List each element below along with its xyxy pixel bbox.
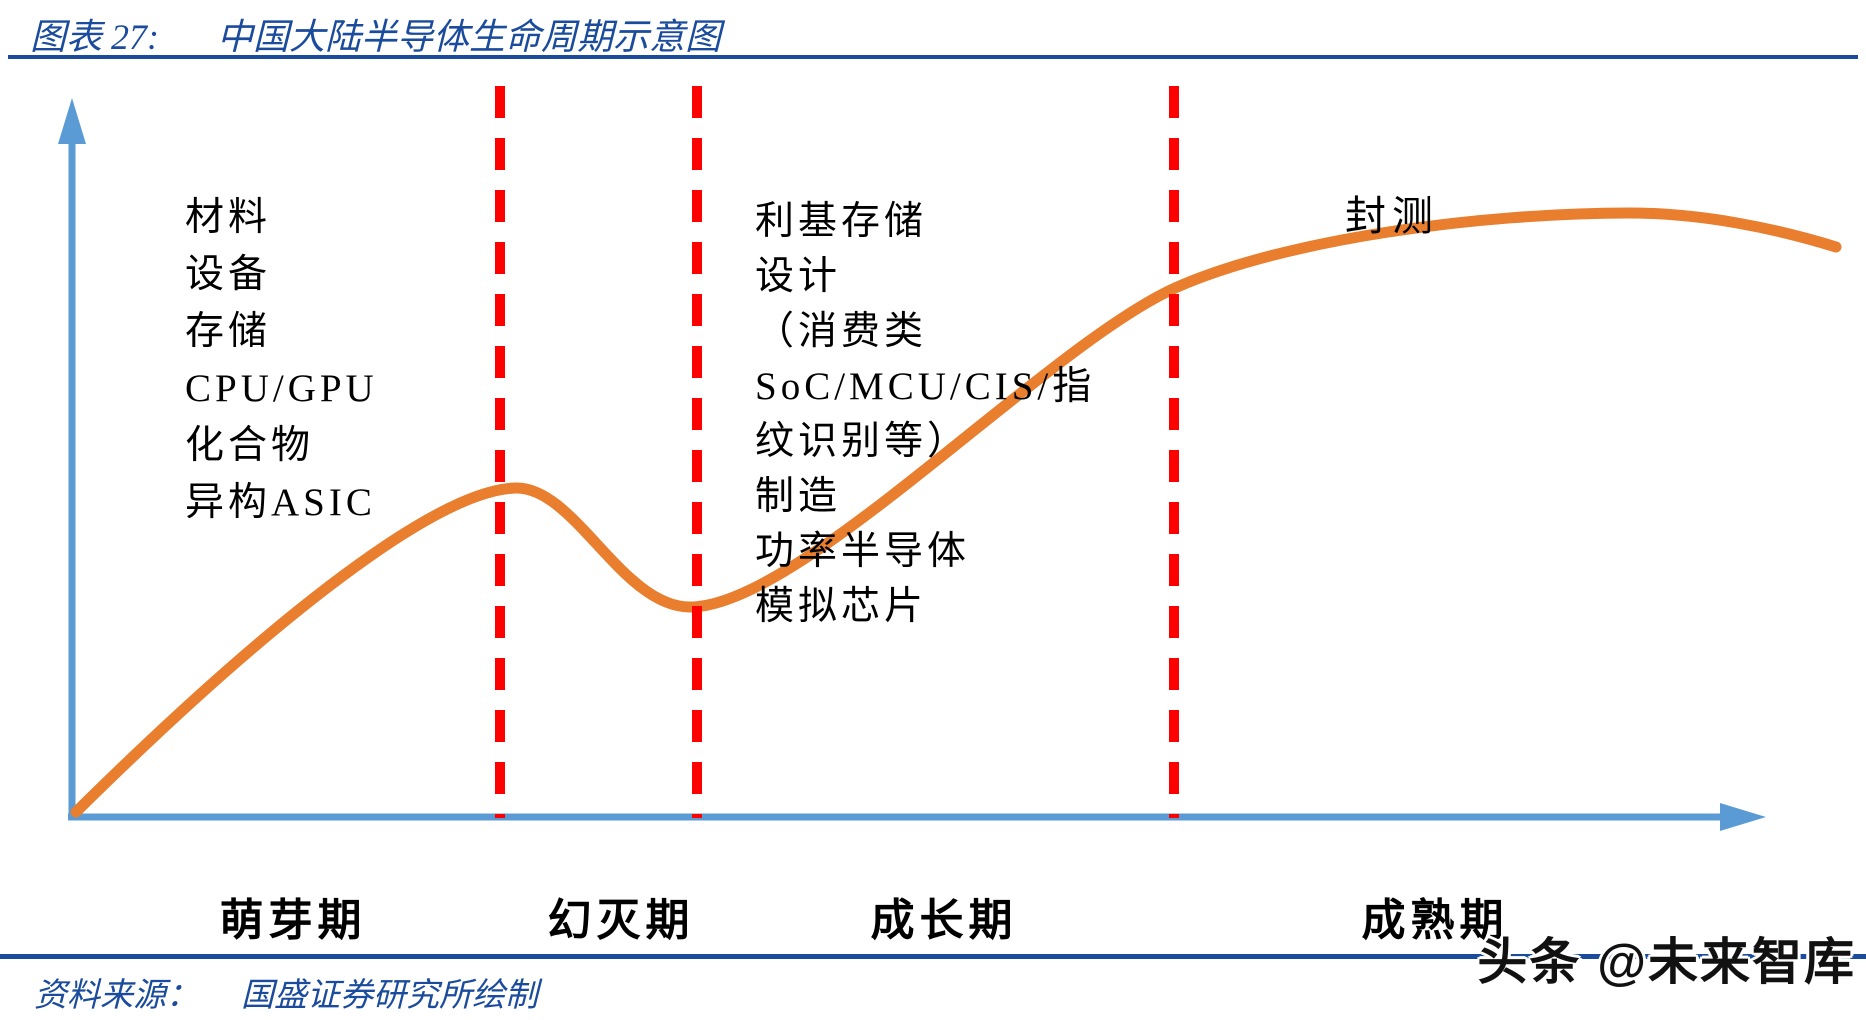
source-note: 资料来源： 国盛证券研究所绘制: [34, 968, 538, 1016]
annotation-line: 设备: [185, 253, 272, 296]
phase-label: 成长期: [870, 896, 1018, 945]
source-value: 国盛证券研究所绘制: [241, 978, 538, 1014]
watermark: 头条 @未来智库: [1477, 934, 1856, 990]
x-axis-arrowhead-icon: [1720, 803, 1766, 831]
bottom-rule: [0, 954, 1866, 959]
annotation-line: 纹识别等）: [755, 420, 971, 463]
y-axis-arrowhead-icon: [58, 98, 86, 144]
figure-title: 中国大陆半导体生命周期示意图: [217, 17, 722, 57]
annotation-mature-block: 封测: [1345, 192, 1439, 241]
annotation-line: 制造: [755, 475, 842, 518]
annotation-line: （消费类: [755, 310, 928, 353]
phase-label: 成熟期: [1361, 896, 1509, 945]
title-rule: [8, 55, 1858, 59]
figure-label: 图表 27:: [30, 17, 159, 57]
annotation-line: 利基存储: [755, 200, 928, 243]
annotation-line: 模拟芯片: [755, 585, 928, 628]
annotation-line: 化合物: [185, 424, 315, 467]
source-label: 资料来源：: [34, 978, 199, 1014]
annotation-line: 封测: [1345, 193, 1439, 239]
phase-labels: 萌芽期 幻灭期 成长期 成熟期: [0, 884, 1866, 945]
annotation-growth-block: 利基存储设计 （消费类 SoC/MCU/CIS/指 纹识别等） 制造功率半导体模拟芯片: [755, 194, 1095, 634]
annotation-line: 功率半导体: [755, 530, 971, 573]
annotation-line: CPU/GPU: [185, 367, 378, 410]
phase-label: 萌芽期: [219, 896, 367, 945]
annotation-emerging-block: 材料设备存储 CPU/GPU 化合物异构ASIC: [185, 189, 378, 531]
lifecycle-curve: [70, 207, 1842, 818]
annotation-line: SoC/MCU/CIS/指: [755, 365, 1096, 408]
figure-header: 图表 27: 中国大陆半导体生命周期示意图: [30, 8, 721, 60]
annotation-line: 设计: [755, 255, 842, 298]
annotation-line: 材料: [185, 196, 272, 239]
annotation-line: 存储: [185, 310, 272, 353]
phase-label: 幻灭期: [547, 896, 695, 945]
annotation-line: 异构ASIC: [185, 481, 376, 524]
